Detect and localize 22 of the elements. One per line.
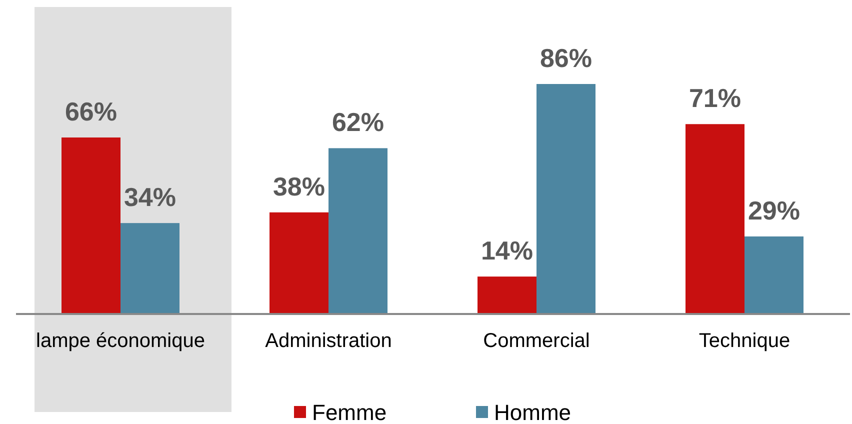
data-label: 66%: [64, 96, 118, 126]
data-label: 62%: [332, 107, 384, 138]
legend-label: Femme: [312, 400, 387, 424]
bar: [270, 212, 328, 314]
bar: [328, 148, 388, 314]
data-label: 34%: [124, 182, 176, 212]
bar: [536, 84, 596, 314]
data-label: 86%: [540, 43, 592, 73]
data-label: 29%: [748, 195, 800, 226]
bar: [62, 137, 120, 314]
x-tick-label: lampe économique: [36, 330, 205, 352]
data-label: 71%: [688, 83, 742, 114]
bar: [686, 124, 744, 314]
bar: [744, 236, 804, 314]
bar: [120, 223, 180, 314]
bar: [478, 276, 536, 314]
data-label: 14%: [480, 236, 534, 266]
data-label: 38%: [272, 171, 326, 202]
x-tick-label: Technique: [698, 330, 790, 352]
x-tick-label: Administration: [265, 330, 392, 352]
legend-label: Homme: [494, 400, 572, 424]
x-tick-label: Commercial: [483, 330, 590, 352]
